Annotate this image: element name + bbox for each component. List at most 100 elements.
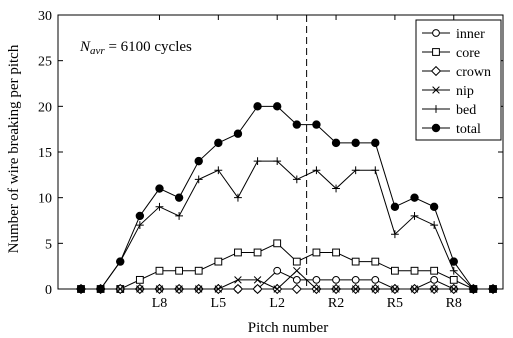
point-total <box>488 284 498 294</box>
point-core <box>234 248 242 257</box>
series-line-nip <box>81 270 493 290</box>
legend-label: inner <box>456 27 485 42</box>
x-tick-label: R5 <box>387 296 403 311</box>
point-core <box>194 266 203 275</box>
legend-label: total <box>456 122 481 137</box>
legend-marker <box>432 48 440 56</box>
point-crown <box>252 283 263 295</box>
point-total <box>312 120 321 129</box>
legend-label: crown <box>456 65 491 80</box>
point-core <box>253 248 262 257</box>
y-tick-label: 0 <box>45 283 52 298</box>
point-nip <box>391 285 399 293</box>
annotation-symbol: N <box>79 39 91 55</box>
legend-item-crown: crown <box>422 65 491 80</box>
legend-marker <box>432 29 440 37</box>
point-nip <box>175 285 183 293</box>
point-total <box>96 284 105 294</box>
legend-label: nip <box>456 84 474 99</box>
point-nip <box>312 285 321 293</box>
legend-item-bed: bed <box>422 103 476 118</box>
point-total <box>194 156 203 166</box>
x-axis: L8 L5 L2 R2 R5 R8 <box>152 15 462 311</box>
legend-label: core <box>456 46 480 61</box>
point-bed <box>155 202 164 211</box>
point-total <box>116 257 125 266</box>
legend-box <box>415 19 502 141</box>
point-core <box>332 248 340 257</box>
point-total <box>76 284 86 294</box>
y-tick-label: 25 <box>38 55 52 70</box>
point-total <box>449 257 458 266</box>
point-core <box>410 266 419 275</box>
point-core <box>175 266 183 275</box>
point-inner <box>430 275 439 284</box>
legend-marker <box>432 105 440 113</box>
cycle-annotation: Navr = 6100 cycles <box>79 39 192 57</box>
point-nip <box>332 285 340 293</box>
series-total <box>76 102 498 294</box>
point-bed <box>253 157 262 166</box>
point-bed <box>351 166 360 175</box>
point-nip <box>430 285 438 293</box>
point-nip <box>116 285 124 293</box>
point-total <box>371 138 380 148</box>
point-total <box>174 193 184 202</box>
point-bed <box>273 157 282 166</box>
point-total <box>429 202 439 212</box>
point-nip <box>155 285 164 293</box>
point-total <box>233 129 243 138</box>
y-axis-title: Number of wire breaking per pitch <box>6 44 22 253</box>
legend-marker <box>430 65 442 77</box>
legend-item-core: core <box>422 46 480 61</box>
y-tick-label: 20 <box>38 100 52 115</box>
point-total <box>410 193 419 202</box>
point-core <box>292 257 301 266</box>
legend-item-nip: nip <box>422 84 474 99</box>
series-line-total <box>81 105 493 290</box>
point-core <box>214 257 223 266</box>
point-bed <box>214 166 223 175</box>
legend-marker <box>432 86 440 94</box>
point-bed <box>332 184 340 193</box>
series-layer <box>75 102 499 295</box>
point-bed <box>234 193 242 202</box>
point-bed <box>175 212 183 220</box>
y-tick-label: 15 <box>38 146 52 161</box>
point-total <box>253 102 262 111</box>
series-line-bed <box>81 160 493 290</box>
point-core <box>449 275 458 284</box>
annotation-subscript: avr <box>90 45 105 57</box>
point-inner <box>312 275 321 284</box>
point-core <box>135 275 144 284</box>
point-nip <box>253 276 262 284</box>
point-core <box>430 266 439 275</box>
point-nip <box>293 266 301 275</box>
point-total <box>135 211 145 221</box>
point-nip <box>351 285 360 293</box>
x-tick-label: L2 <box>269 296 285 311</box>
point-inner <box>332 275 340 284</box>
legend-label: bed <box>456 103 476 118</box>
point-nip <box>450 285 458 293</box>
point-bed <box>391 230 399 239</box>
point-inner <box>292 275 301 284</box>
point-inner <box>351 275 360 284</box>
x-tick-label: R2 <box>328 296 344 311</box>
point-nip <box>214 285 223 293</box>
point-crown <box>232 283 244 295</box>
legend-marker <box>431 123 441 133</box>
point-nip <box>273 285 281 293</box>
point-bed <box>292 175 301 184</box>
point-bed <box>135 221 144 229</box>
legend: inner core crown nip bed total <box>415 19 502 141</box>
legend-item-total: total <box>422 122 481 137</box>
point-inner <box>273 266 282 275</box>
point-bed <box>449 266 458 275</box>
point-bed <box>312 166 321 175</box>
legend-item-inner: inner <box>422 27 485 42</box>
point-core <box>351 257 360 266</box>
y-tick-label: 5 <box>45 237 52 252</box>
point-bed <box>430 221 439 229</box>
